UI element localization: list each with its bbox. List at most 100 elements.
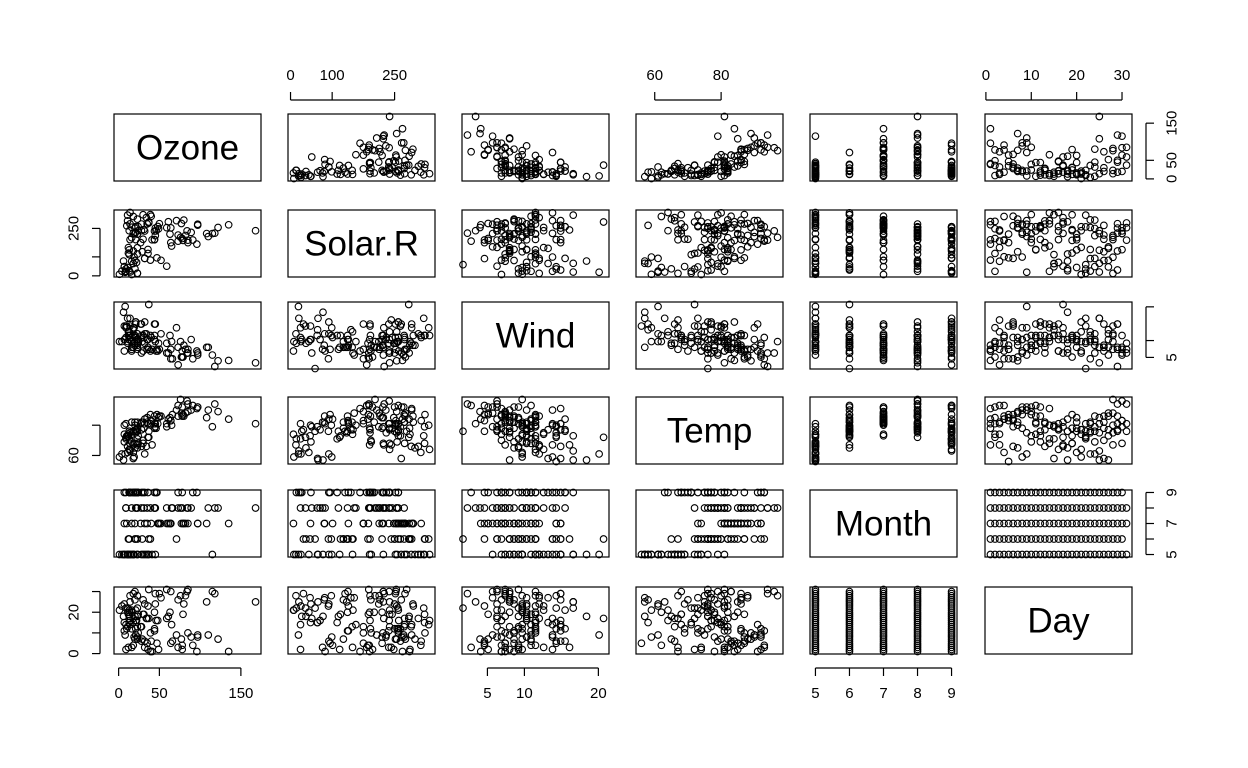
data-point <box>1104 244 1113 253</box>
data-point <box>174 412 182 420</box>
data-point <box>168 637 177 646</box>
data-point <box>700 488 709 497</box>
data-point <box>127 504 136 512</box>
panel-solar-r-vs-month <box>809 209 958 278</box>
data-point <box>1036 431 1045 440</box>
data-point <box>1086 223 1095 232</box>
data-point <box>299 589 308 598</box>
data-point <box>539 170 548 178</box>
data-point <box>379 439 388 448</box>
data-point <box>294 302 303 311</box>
data-point <box>394 626 403 635</box>
data-point <box>318 418 327 427</box>
data-point <box>139 439 147 448</box>
data-point <box>344 535 352 543</box>
data-point <box>407 535 416 543</box>
data-point <box>644 320 652 328</box>
data-point <box>1013 341 1022 350</box>
data-point <box>1000 519 1008 528</box>
data-point <box>164 612 173 621</box>
data-point <box>677 167 686 176</box>
data-point <box>986 160 995 169</box>
data-point <box>392 129 401 138</box>
data-point <box>208 587 217 596</box>
data-point <box>710 633 719 641</box>
data-point <box>753 320 762 328</box>
data-point <box>1113 519 1122 528</box>
data-point <box>811 456 820 464</box>
data-point <box>986 504 995 512</box>
data-point <box>674 345 682 354</box>
data-point <box>548 253 557 261</box>
data-point <box>471 419 480 428</box>
data-point <box>1045 535 1054 543</box>
data-point <box>879 270 888 279</box>
data-point <box>913 354 922 363</box>
data-point <box>178 403 187 411</box>
data-point <box>339 635 348 643</box>
data-point <box>510 519 518 528</box>
data-point <box>1041 226 1049 235</box>
data-point <box>556 454 565 463</box>
data-point <box>401 519 409 528</box>
data-point <box>1086 428 1095 437</box>
data-point <box>1072 488 1081 497</box>
data-point <box>150 235 159 244</box>
data-point <box>1018 349 1027 357</box>
data-point <box>179 216 188 224</box>
data-point <box>510 504 518 512</box>
data-point <box>518 166 527 174</box>
data-point <box>510 647 518 656</box>
data-point <box>374 600 383 608</box>
data-point <box>193 220 202 229</box>
data-point <box>845 347 854 355</box>
data-point <box>401 589 409 598</box>
data-point <box>1090 341 1099 350</box>
data-point <box>501 257 510 266</box>
data-point <box>1050 262 1058 271</box>
data-point <box>1009 150 1017 159</box>
tick-label: 20 <box>1068 67 1085 84</box>
data-point <box>129 427 138 436</box>
panel-ozone-vs-day <box>984 113 1133 182</box>
data-point <box>684 163 692 172</box>
data-point <box>737 158 745 167</box>
data-point <box>137 349 146 357</box>
data-point <box>505 608 514 617</box>
data-point <box>314 550 322 559</box>
data-point <box>505 134 514 142</box>
data-point <box>137 504 146 512</box>
data-point <box>307 438 315 446</box>
data-point <box>1022 228 1031 237</box>
data-point <box>531 591 540 600</box>
data-point <box>694 629 702 637</box>
data-point <box>397 550 406 559</box>
data-point <box>811 224 820 232</box>
data-point <box>493 612 501 621</box>
data-point <box>811 259 820 268</box>
data-point <box>419 604 428 612</box>
data-point <box>986 220 995 229</box>
data-point <box>522 170 531 178</box>
data-point <box>476 407 484 416</box>
tick-label: 30 <box>1114 67 1131 84</box>
points-month-vs-wind <box>459 488 608 559</box>
data-point <box>144 602 152 610</box>
tick-label: 6 <box>845 685 853 702</box>
data-point <box>341 343 349 352</box>
data-point <box>531 229 540 238</box>
data-point <box>1027 345 1036 354</box>
data-point <box>667 339 676 348</box>
data-point <box>527 635 535 643</box>
data-point <box>184 585 192 594</box>
data-point <box>476 504 484 512</box>
data-point <box>1095 268 1104 276</box>
data-point <box>407 620 416 629</box>
data-point <box>561 504 569 512</box>
data-point <box>480 488 489 497</box>
data-point <box>684 347 692 355</box>
data-point <box>727 587 735 596</box>
data-point <box>1104 351 1113 359</box>
data-point <box>484 488 493 497</box>
data-point <box>1068 353 1076 361</box>
